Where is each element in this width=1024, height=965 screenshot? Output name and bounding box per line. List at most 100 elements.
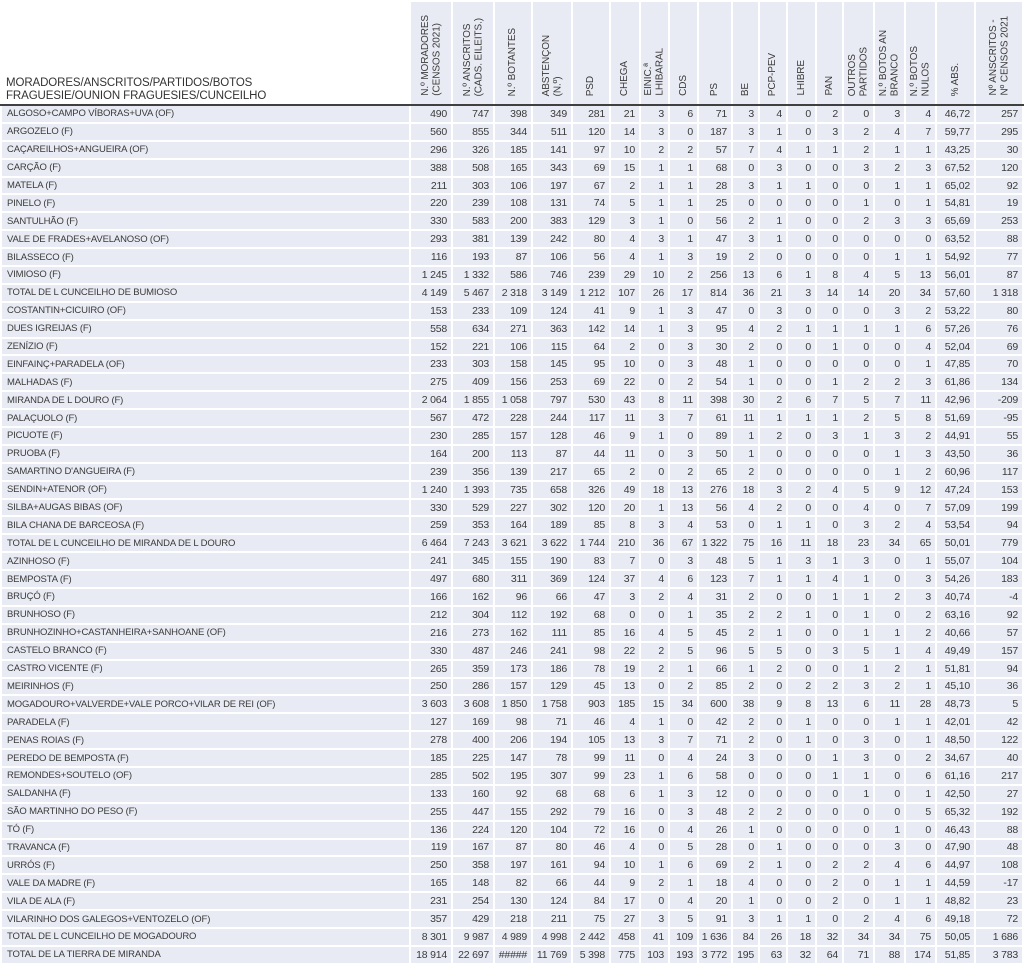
row-label: SÃO MARTINHO DO PESO (F) [2, 803, 409, 820]
cell: 239 [573, 267, 609, 283]
cell: 38 [733, 696, 758, 713]
cell: ##### [495, 946, 531, 963]
cell: 344 [495, 123, 531, 140]
cell: 3 [733, 123, 758, 140]
cell: 2 [733, 732, 758, 749]
cell: 1 [875, 177, 904, 194]
column-header-label: PSD [585, 75, 597, 96]
cell: 0 [817, 732, 842, 749]
cell: 1 [788, 911, 815, 927]
cell: 55 [976, 428, 1022, 444]
cell: 13 [670, 499, 697, 516]
cell: 56,01 [937, 267, 974, 283]
cell: 0 [641, 821, 668, 838]
cell: 3 [760, 159, 786, 176]
cell: 1 [788, 177, 815, 194]
cell: 409 [453, 374, 493, 391]
cell: 112 [495, 606, 531, 623]
cell: 23 [844, 535, 873, 552]
cell: 212 [411, 606, 451, 623]
cell: 65 [906, 535, 935, 552]
cell: 51,85 [937, 946, 974, 963]
cell: 152 [411, 338, 451, 355]
cell: 1 245 [411, 267, 451, 283]
cell: 18 914 [411, 946, 451, 963]
cell: 1 855 [453, 392, 493, 409]
cell: 23 [976, 893, 1022, 910]
cell: 92 [495, 785, 531, 802]
cell: 49,49 [937, 642, 974, 659]
cell: 41 [573, 302, 609, 319]
cell: 47 [699, 302, 731, 319]
cell: 293 [411, 231, 451, 248]
cell: 1 [875, 893, 904, 910]
cell: 241 [533, 642, 571, 659]
cell: 130 [495, 893, 531, 910]
cell: 78 [573, 660, 609, 677]
cell: 5 [670, 642, 697, 659]
cell: 1 [670, 875, 697, 892]
cell: 600 [699, 696, 731, 713]
cell: 1 [788, 606, 815, 623]
table-row: VILA DE ALA (F) 231 254 130 124 84 17 0 4 20 1 0 0 2 0… [2, 893, 1022, 910]
cell: 0 [760, 338, 786, 355]
cell: 775 [611, 946, 639, 963]
cell: 5 [844, 481, 873, 498]
cell: 2 [788, 678, 815, 695]
cell: 0 [760, 750, 786, 766]
column-header-label: N.º BOTANTES [507, 27, 519, 96]
cell: 136 [411, 821, 451, 838]
cell: 349 [533, 106, 571, 122]
cell: 164 [495, 517, 531, 534]
cell: 200 [495, 213, 531, 230]
cell: 0 [641, 606, 668, 623]
table-row: TOTAL DE L CUNCEILHO DE BUMIOSO 4 149 5 46… [2, 284, 1022, 301]
cell: 326 [573, 481, 609, 498]
cell: 7 [611, 553, 639, 570]
cell: 3 783 [976, 946, 1022, 963]
cell: 0 [875, 553, 904, 570]
row-label: TOTAL DE L CUNCEILHO DE MOGADOURO [2, 928, 409, 945]
cell: 5 [844, 392, 873, 409]
cell: 2 [906, 302, 935, 319]
cell: 92 [976, 177, 1022, 194]
cell: 36 [976, 445, 1022, 462]
table-row: BILASSECO (F) 116 193 87 106 56 4 1 3 19 2 0 0 0 0 1 1 54… [2, 249, 1022, 266]
cell: 55,07 [937, 553, 974, 570]
cell: 1 240 [411, 481, 451, 498]
cell: 0 [788, 857, 815, 874]
cell: 4 [670, 821, 697, 838]
cell: 18 [699, 875, 731, 892]
cell: 508 [453, 159, 493, 176]
cell: 286 [453, 678, 493, 695]
cell: 84 [733, 928, 758, 945]
cell: 47,85 [937, 356, 974, 373]
cell: 53,54 [937, 517, 974, 534]
column-header: N.º BOTOS NULOS [906, 2, 935, 104]
cell: 59,77 [937, 123, 974, 140]
cell: 105 [573, 732, 609, 749]
cell: 2 [733, 213, 758, 230]
cell: 7 [733, 141, 758, 158]
cell: 57,26 [937, 320, 974, 337]
cell: 1 [844, 767, 873, 784]
cell: 9 [875, 481, 904, 498]
cell: 0 [817, 660, 842, 677]
cell: 58 [699, 767, 731, 784]
cell: 54,81 [937, 195, 974, 212]
row-label: MOGADOURO+VALVERDE+VALE PORCO+VILAR DE R… [2, 696, 409, 713]
cell: 57 [699, 141, 731, 158]
cell: 79 [573, 803, 609, 820]
cell: 69 [573, 374, 609, 391]
row-label: BRUÇÓ (F) [2, 589, 409, 605]
cell: 0 [760, 678, 786, 695]
cell: 44,97 [937, 857, 974, 874]
cell: 42,01 [937, 714, 974, 731]
cell: 23 [611, 767, 639, 784]
cell: 271 [495, 320, 531, 337]
cell: 400 [453, 732, 493, 749]
cell: 0 [875, 803, 904, 820]
column-header-label: PS [709, 82, 721, 96]
cell: 32 [788, 946, 815, 963]
